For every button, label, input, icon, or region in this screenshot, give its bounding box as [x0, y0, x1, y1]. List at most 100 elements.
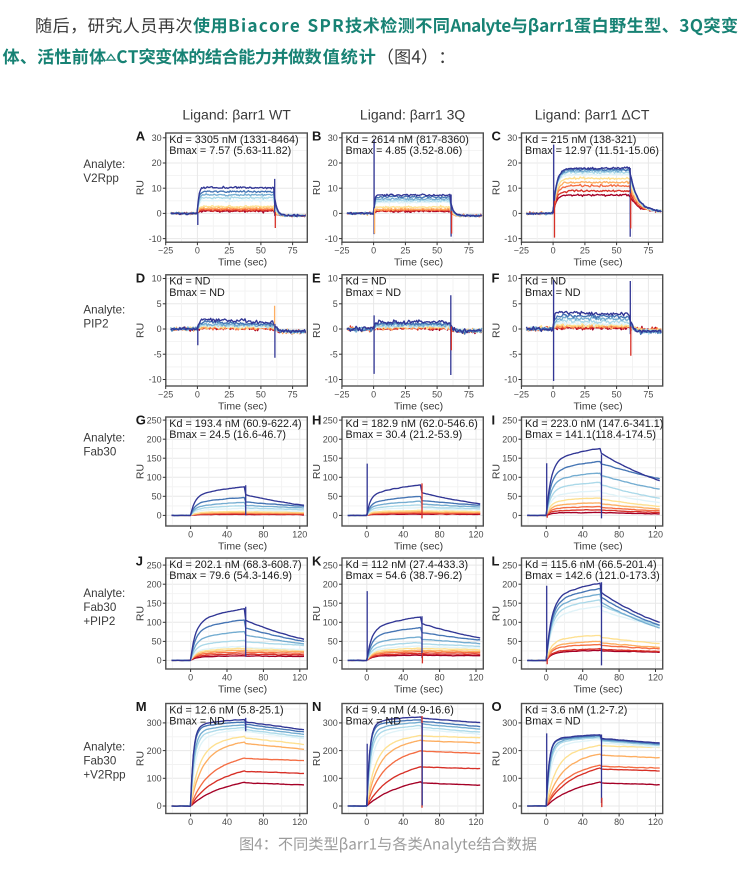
- svg-text:+V2Rpp: +V2Rpp: [83, 769, 125, 782]
- svg-text:200: 200: [323, 746, 338, 756]
- svg-text:Time (sec): Time (sec): [218, 541, 267, 553]
- svg-text:0: 0: [188, 673, 193, 683]
- svg-text:Time (sec): Time (sec): [394, 257, 443, 269]
- svg-text:80: 80: [258, 817, 268, 827]
- svg-text:Kd = 2614 nM (817-8360): Kd = 2614 nM (817-8360): [346, 134, 469, 146]
- svg-text:120: 120: [468, 673, 483, 683]
- svg-text:80: 80: [614, 530, 624, 540]
- svg-text:0: 0: [512, 324, 517, 334]
- svg-text:Bmax = ND: Bmax = ND: [346, 287, 402, 299]
- svg-text:75: 75: [464, 390, 474, 400]
- svg-text:Bmax = 79.6 (54.3-146.9): Bmax = 79.6 (54.3-146.9): [169, 570, 292, 582]
- svg-text:Kd = 215 nM (138-321): Kd = 215 nM (138-321): [525, 134, 636, 146]
- svg-text:RU: RU: [490, 606, 502, 621]
- svg-text:−25: −25: [158, 246, 173, 256]
- svg-text:75: 75: [643, 390, 653, 400]
- svg-text:50: 50: [256, 246, 266, 256]
- svg-text:RU: RU: [135, 323, 147, 338]
- svg-text:Bmax = 141.1(118.4-174.5): Bmax = 141.1(118.4-174.5): [525, 429, 656, 441]
- svg-text:Time (sec): Time (sec): [394, 401, 443, 413]
- svg-text:0: 0: [333, 324, 338, 334]
- svg-text:30: 30: [328, 133, 338, 143]
- svg-text:Kd = 193.4 nM (60.9-622.4): Kd = 193.4 nM (60.9-622.4): [169, 418, 301, 430]
- svg-text:100: 100: [323, 618, 338, 628]
- svg-text:300: 300: [502, 718, 517, 728]
- svg-text:RU: RU: [135, 751, 147, 766]
- svg-text:120: 120: [292, 673, 307, 683]
- svg-text:0: 0: [364, 817, 369, 827]
- svg-text:200: 200: [147, 746, 162, 756]
- svg-text:-5: -5: [154, 349, 162, 359]
- svg-text:120: 120: [648, 817, 663, 827]
- svg-text:30: 30: [152, 133, 162, 143]
- svg-text:0: 0: [157, 656, 162, 666]
- svg-text:Bmax = 24.5 (16.6-46.7): Bmax = 24.5 (16.6-46.7): [169, 429, 286, 441]
- svg-text:Analyte:: Analyte:: [83, 158, 125, 171]
- svg-text:0: 0: [512, 209, 517, 219]
- svg-text:B: B: [312, 129, 321, 144]
- svg-text:150: 150: [502, 599, 517, 609]
- svg-text:Bmax = ND: Bmax = ND: [169, 287, 225, 299]
- svg-text:Fab30: Fab30: [83, 601, 116, 614]
- svg-text:40: 40: [222, 817, 232, 827]
- svg-text:50: 50: [328, 492, 338, 502]
- svg-text:250: 250: [502, 415, 517, 425]
- svg-text:D: D: [136, 270, 145, 285]
- svg-text:0: 0: [188, 817, 193, 827]
- svg-text:0: 0: [512, 656, 517, 666]
- svg-text:40: 40: [398, 673, 408, 683]
- svg-text:100: 100: [147, 473, 162, 483]
- svg-text:Kd = 9.4 nM (4.9-16.6): Kd = 9.4 nM (4.9-16.6): [346, 704, 454, 716]
- svg-text:V2Rpp: V2Rpp: [83, 172, 118, 185]
- svg-text:40: 40: [578, 817, 588, 827]
- svg-text:200: 200: [147, 434, 162, 444]
- svg-text:Bmax = 30.4 (21.2-53.9): Bmax = 30.4 (21.2-53.9): [346, 429, 463, 441]
- svg-text:RU: RU: [490, 464, 502, 479]
- svg-text:H: H: [312, 413, 321, 428]
- svg-text:-10: -10: [325, 234, 338, 244]
- svg-text:-10: -10: [149, 234, 162, 244]
- svg-text:-10: -10: [149, 375, 162, 385]
- svg-text:N: N: [312, 699, 321, 714]
- svg-text:10: 10: [152, 274, 162, 284]
- svg-text:200: 200: [323, 579, 338, 589]
- svg-text:0: 0: [544, 673, 549, 683]
- svg-text:250: 250: [323, 415, 338, 425]
- svg-text:0: 0: [333, 511, 338, 521]
- svg-text:100: 100: [147, 774, 162, 784]
- svg-text:Kd = 223.0 nM (147.6-341.1): Kd = 223.0 nM (147.6-341.1): [525, 418, 663, 430]
- svg-text:Kd = 202.1 nM (68.3-608.7): Kd = 202.1 nM (68.3-608.7): [169, 559, 301, 571]
- svg-text:RU: RU: [135, 606, 147, 621]
- svg-text:300: 300: [147, 718, 162, 728]
- svg-text:25: 25: [580, 390, 590, 400]
- svg-text:Analyte:: Analyte:: [83, 740, 125, 753]
- svg-text:Bmax = 12.97 (11.51-15.06): Bmax = 12.97 (11.51-15.06): [525, 145, 659, 157]
- svg-text:I: I: [492, 413, 496, 428]
- svg-text:120: 120: [292, 530, 307, 540]
- svg-text:5: 5: [157, 299, 162, 309]
- svg-text:50: 50: [432, 246, 442, 256]
- svg-text:50: 50: [432, 390, 442, 400]
- svg-text:20: 20: [328, 158, 338, 168]
- svg-text:150: 150: [147, 599, 162, 609]
- svg-text:250: 250: [147, 560, 162, 570]
- svg-text:50: 50: [328, 637, 338, 647]
- svg-text:Time (sec): Time (sec): [573, 257, 622, 269]
- svg-text:40: 40: [578, 530, 588, 540]
- svg-text:10: 10: [328, 183, 338, 193]
- svg-text:100: 100: [323, 473, 338, 483]
- svg-text:0: 0: [371, 246, 376, 256]
- svg-text:Kd = 112 nM (27.4-433.3): Kd = 112 nM (27.4-433.3): [346, 559, 469, 571]
- svg-text:0: 0: [157, 511, 162, 521]
- svg-text:0: 0: [188, 530, 193, 540]
- svg-text:Kd = 3305 nM (1331-8464): Kd = 3305 nM (1331-8464): [169, 134, 298, 146]
- svg-text:−25: −25: [514, 390, 529, 400]
- svg-text:RU: RU: [490, 751, 502, 766]
- svg-text:120: 120: [648, 530, 663, 540]
- svg-text:Kd = 182.9 nM (62.0-546.6): Kd = 182.9 nM (62.0-546.6): [346, 418, 478, 430]
- svg-text:Time (sec): Time (sec): [394, 684, 443, 696]
- svg-text:F: F: [492, 270, 500, 285]
- svg-text:RU: RU: [490, 180, 502, 195]
- svg-text:Kd = 12.6 nM (5.8-25.1): Kd = 12.6 nM (5.8-25.1): [169, 704, 283, 716]
- svg-text:Kd = ND: Kd = ND: [169, 276, 210, 288]
